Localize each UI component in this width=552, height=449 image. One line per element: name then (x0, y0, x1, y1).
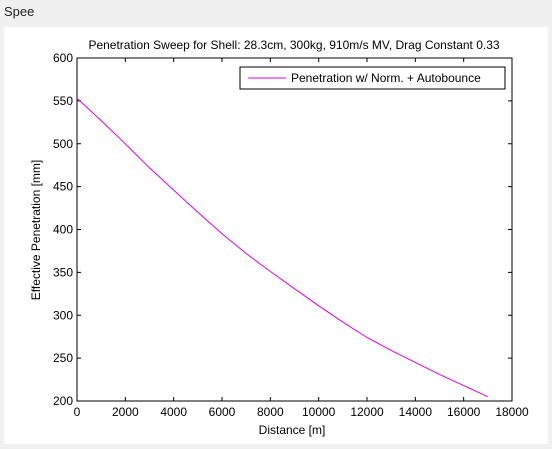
x-tick-label: 2000 (112, 405, 139, 419)
legend-box (239, 66, 506, 90)
window-title: Spee (4, 4, 35, 19)
y-tick-label: 250 (53, 351, 73, 365)
x-tick-label: 4000 (160, 405, 187, 419)
series-line (76, 97, 489, 398)
y-tick-label: 400 (53, 223, 73, 237)
y-tick-label: 600 (53, 51, 73, 65)
legend-label: Penetration w/ Norm. + Autobounce (291, 71, 481, 85)
x-tick-label: 12000 (350, 405, 384, 419)
x-tick-label: 8000 (257, 405, 284, 419)
y-tick-label: 550 (53, 94, 73, 108)
y-tick-label: 450 (53, 180, 73, 194)
x-tick-label: 0 (74, 405, 81, 419)
x-axis-label: Distance [m] (259, 423, 326, 437)
y-tick-label: 300 (53, 308, 73, 322)
y-tick-label: 500 (53, 137, 73, 151)
x-tick-label: 18000 (495, 405, 529, 419)
y-tick-label: 200 (53, 394, 73, 408)
legend: Penetration w/ Norm. + Autobounce (239, 66, 506, 90)
y-axis-label: Effective Penetration [mm] (29, 160, 43, 301)
chart-title: Penetration Sweep for Shell: 28.3cm, 300… (88, 38, 499, 52)
x-tick-label: 14000 (399, 405, 433, 419)
plot-area (77, 58, 512, 401)
x-tick-label: 6000 (209, 405, 236, 419)
x-tick-label: 16000 (447, 405, 481, 419)
x-tick-label: 10000 (302, 405, 336, 419)
y-tick-label: 350 (53, 265, 73, 279)
